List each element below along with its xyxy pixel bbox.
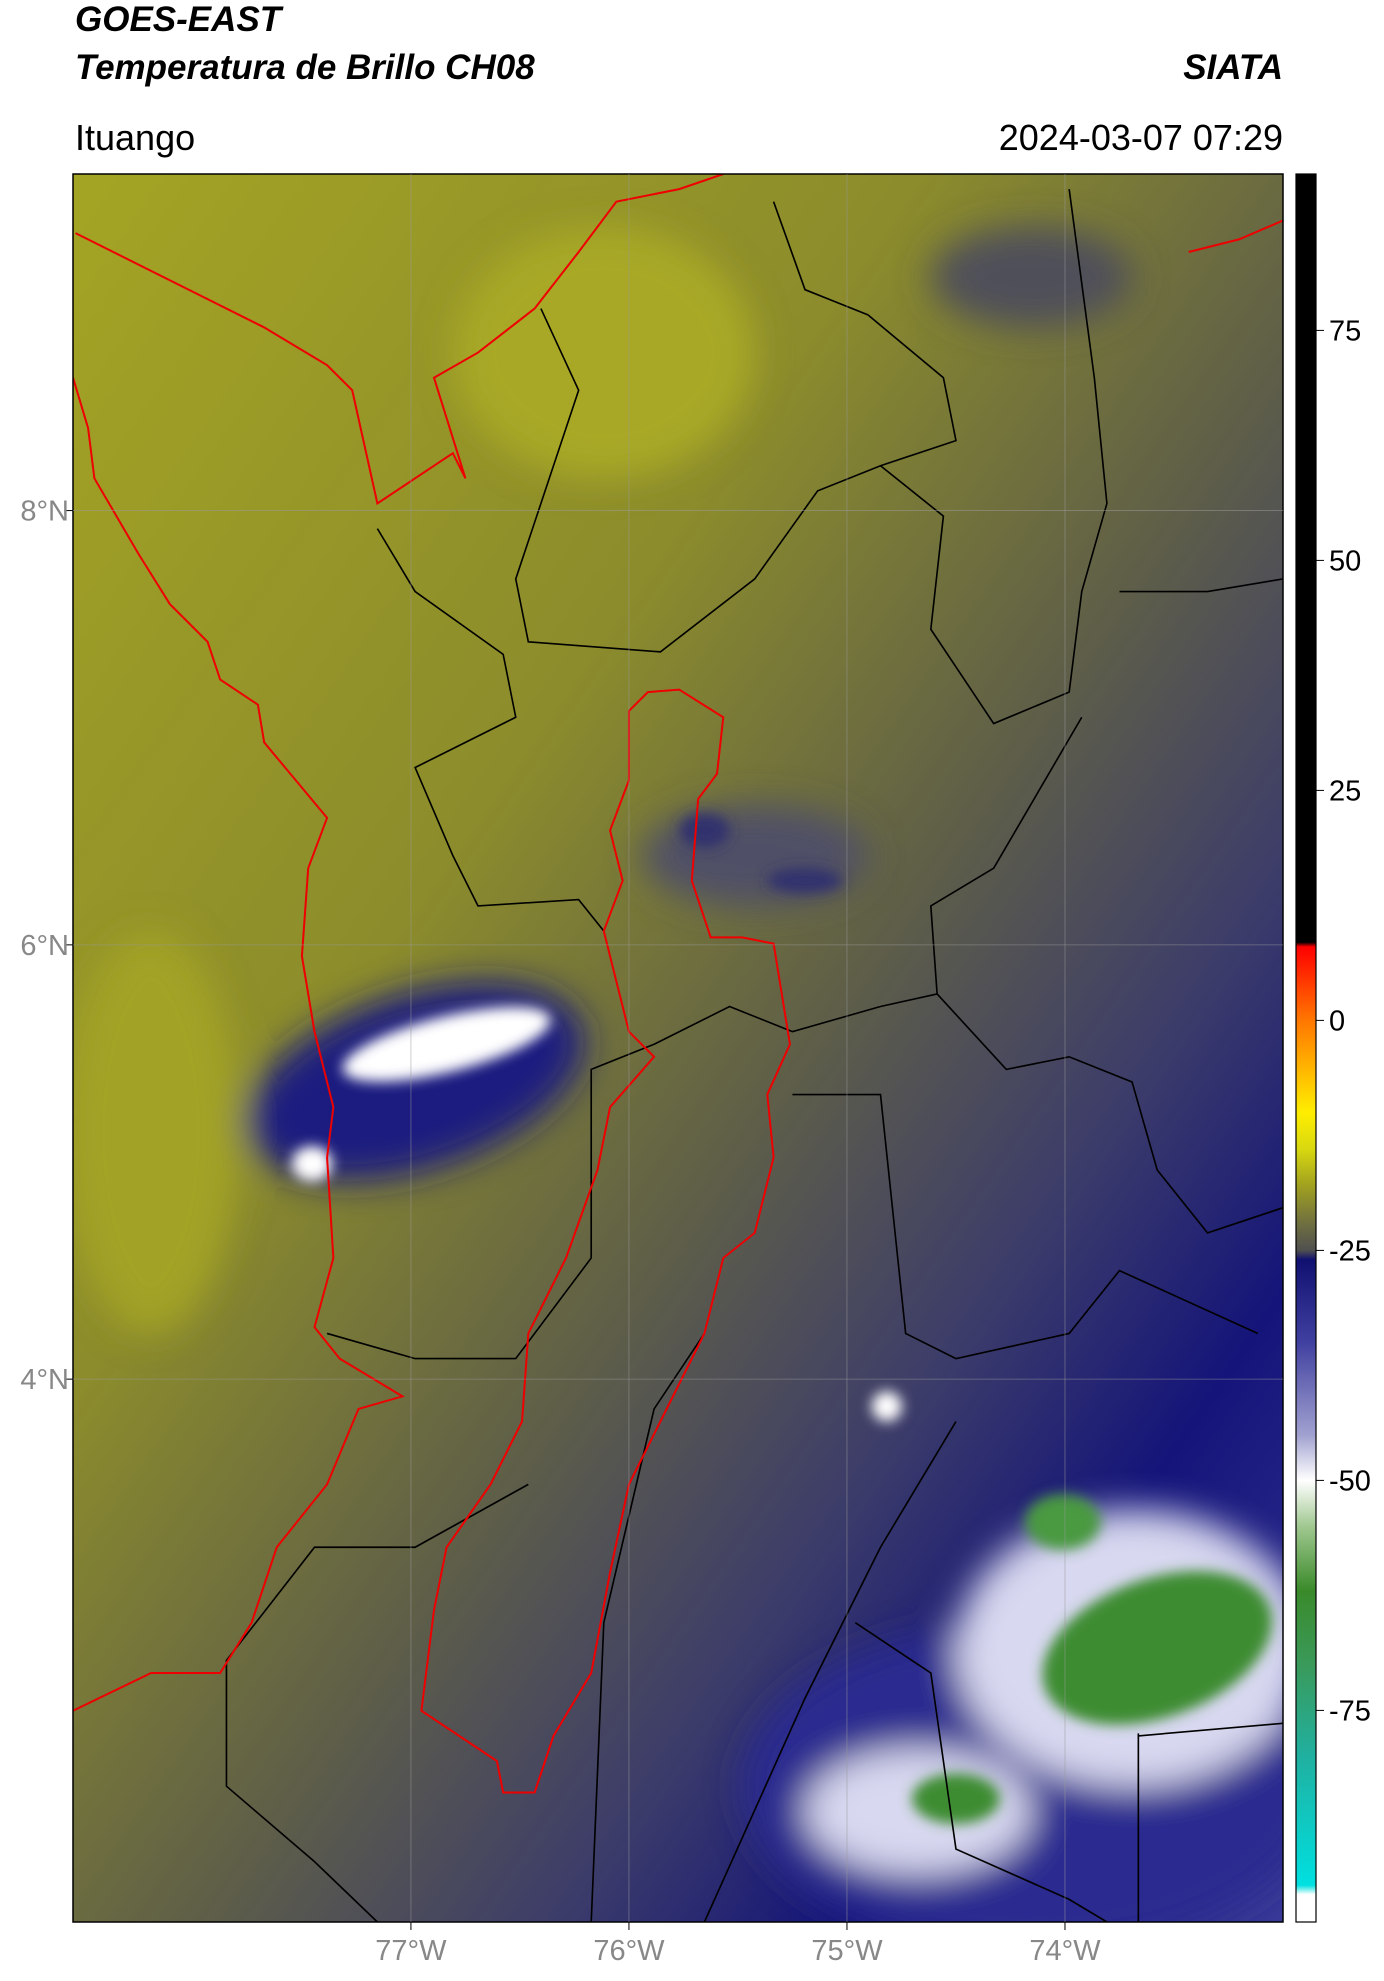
colorbar-tick-label: -50 [1329,1465,1371,1497]
admin-borders [225,188,1283,1922]
cold-tops [291,812,1272,1824]
coast-and-basin [73,174,1283,1794]
x-tick-label: 77°W [375,1935,447,1967]
y-tick-label: 6°N [20,930,69,962]
x-tick-label: 74°W [1029,1935,1101,1967]
map-frame [72,173,1284,1923]
x-tick-label: 76°W [593,1935,665,1967]
colorbar-tick-label: 50 [1329,545,1361,577]
colorbar-tick-label: 0 [1329,1005,1345,1037]
location: Ituango [75,117,195,158]
colorbar-tick-label: -75 [1329,1695,1371,1727]
timestamp: 2024-03-07 07:29 [999,117,1283,158]
brand: SIATA [1183,48,1283,87]
y-tick-label: 8°N [20,496,69,528]
subtitle: Temperatura de Brillo CH08 [75,48,535,87]
colorbar-tick-label: -25 [1329,1235,1371,1267]
colorbar-tick-label: 75 [1329,315,1361,347]
colorbar [1295,173,1317,1923]
satellite-map [73,174,1283,1922]
y-tick-label: 4°N [20,1364,69,1396]
colorbar-tick-label: 25 [1329,775,1361,807]
title: GOES-EAST [75,0,284,39]
x-tick-label: 75°W [811,1935,883,1967]
